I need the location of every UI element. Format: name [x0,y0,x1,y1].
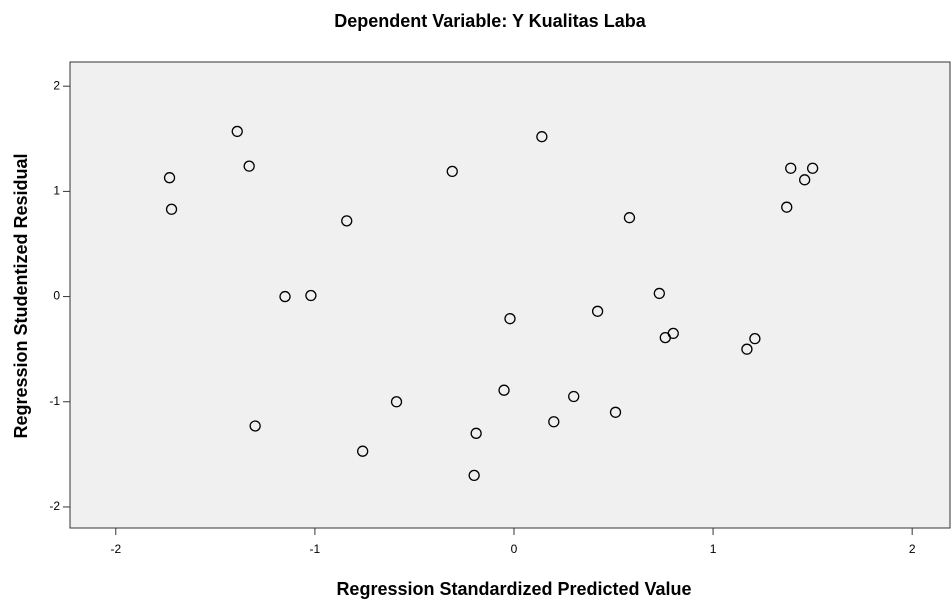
y-axis-label: Regression Studentized Residual [11,153,31,438]
point [799,174,811,186]
point [243,160,255,172]
point [470,427,482,439]
point [591,305,604,317]
point [781,201,793,213]
x-tick-label: 2 [909,542,916,556]
point [249,420,261,432]
point [667,327,679,340]
point [165,203,178,215]
x-tick-label: -2 [110,542,121,556]
x-tick-label: 1 [710,542,717,556]
x-tick-label: -1 [310,542,321,556]
point [498,384,510,396]
x-tick-label: 0 [511,542,518,556]
point [806,162,819,174]
point [536,131,548,143]
point [305,289,317,302]
point [279,290,291,303]
point [231,125,243,138]
y-tick-label: -2 [49,499,60,513]
point [623,212,636,224]
point [390,396,403,408]
plot-area [69,61,951,529]
point [468,469,480,482]
point [749,333,761,345]
point [741,343,753,355]
point [568,390,580,403]
point [609,406,622,418]
y-tick-label: 2 [53,78,60,92]
point [653,287,665,300]
point [504,313,516,325]
point [548,416,560,428]
point [163,172,176,184]
y-tick-label: 0 [53,289,60,303]
point [785,162,797,174]
y-tick-label: -1 [49,394,60,408]
chart-title: Dependent Variable: Y Kualitas Laba [334,11,646,31]
point [446,165,458,178]
y-tick-label: 1 [53,184,60,198]
point [357,445,369,457]
point [341,215,353,227]
x-axis-label: Regression Standardized Predicted Value [336,579,691,599]
